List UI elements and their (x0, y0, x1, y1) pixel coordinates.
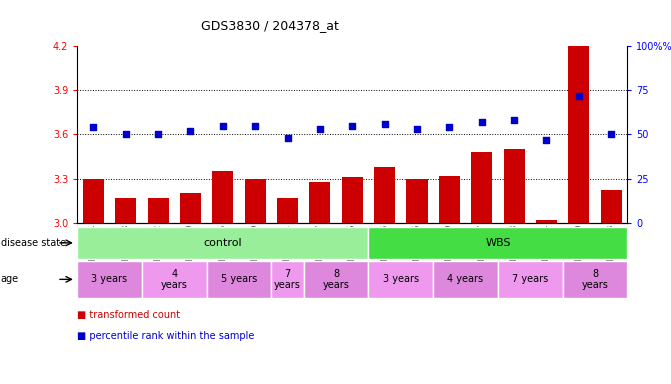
Bar (277, 198, 298, 223)
Bar (271, 261, 304, 298)
Bar (498, 261, 563, 298)
Bar (374, 167, 395, 223)
Point (217, 122, 228, 129)
Text: age: age (1, 274, 19, 285)
Bar (142, 261, 207, 298)
Point (120, 131, 131, 137)
Text: 7 years: 7 years (512, 274, 548, 285)
Bar (368, 261, 433, 298)
Text: GDS3830 / 204378_at: GDS3830 / 204378_at (201, 19, 339, 32)
Point (88, 124, 99, 131)
Text: 8
years: 8 years (323, 268, 350, 290)
Text: disease state: disease state (1, 238, 66, 248)
Bar (77, 261, 142, 298)
Point (574, 93, 584, 99)
Point (444, 124, 455, 131)
Bar (342, 177, 363, 223)
Point (315, 126, 325, 132)
Text: 3 years: 3 years (91, 274, 127, 285)
Bar (407, 179, 427, 223)
Bar (433, 261, 498, 298)
Bar (207, 261, 271, 298)
Bar (148, 198, 168, 223)
Point (411, 126, 422, 132)
Bar (368, 227, 627, 259)
Bar (77, 227, 368, 259)
Text: 4 years: 4 years (448, 274, 484, 285)
Text: ■ percentile rank within the sample: ■ percentile rank within the sample (77, 331, 254, 341)
Bar (568, 46, 589, 223)
Point (185, 128, 196, 134)
Bar (83, 179, 104, 223)
Text: 7
years: 7 years (274, 268, 301, 290)
Point (250, 122, 260, 129)
Text: 3 years: 3 years (382, 274, 419, 285)
Bar (212, 171, 234, 223)
Point (509, 117, 519, 123)
Text: control: control (203, 238, 242, 248)
Text: 5 years: 5 years (221, 274, 257, 285)
Bar (309, 182, 330, 223)
Bar (439, 175, 460, 223)
Bar (115, 198, 136, 223)
Bar (245, 179, 266, 223)
Point (153, 131, 164, 137)
Point (476, 119, 487, 125)
Point (541, 137, 552, 143)
Bar (304, 261, 368, 298)
Bar (601, 190, 622, 223)
Bar (504, 149, 525, 223)
Bar (563, 261, 627, 298)
Text: 8
years: 8 years (582, 268, 609, 290)
Text: ■ transformed count: ■ transformed count (77, 310, 180, 320)
Point (606, 131, 617, 137)
Point (347, 122, 358, 129)
Text: WBS: WBS (485, 238, 511, 248)
Text: 4
years: 4 years (161, 268, 188, 290)
Bar (536, 220, 557, 223)
Bar (180, 193, 201, 223)
Point (282, 135, 293, 141)
Bar (471, 152, 493, 223)
Point (379, 121, 390, 127)
